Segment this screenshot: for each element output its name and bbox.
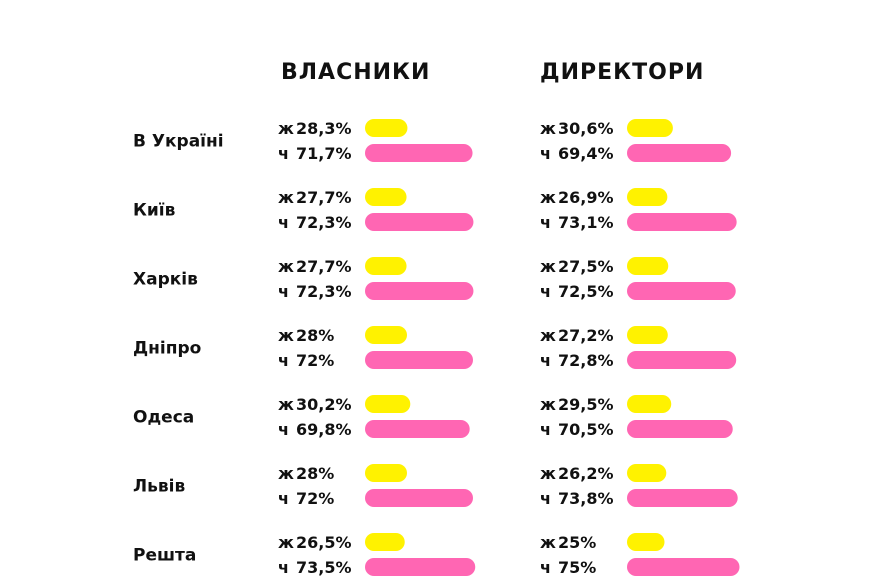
data-label: 27,7% bbox=[296, 257, 352, 276]
data-label: 73,8% bbox=[558, 489, 614, 508]
data-label: 69,4% bbox=[558, 144, 614, 163]
data-label: 72,3% bbox=[296, 282, 352, 301]
bar-owners-women bbox=[365, 395, 411, 413]
data-label: 69,8% bbox=[296, 420, 352, 439]
bar-owners-men bbox=[365, 351, 473, 369]
series-key-label: ж bbox=[540, 188, 556, 207]
bar-owners-men bbox=[365, 558, 476, 576]
bar-directors-women bbox=[627, 533, 665, 551]
series-key-label: ж bbox=[540, 395, 556, 414]
category-label: Решта bbox=[133, 546, 196, 566]
bar-owners-women bbox=[365, 326, 407, 344]
series-key-label: ч bbox=[278, 558, 289, 577]
series-key-label: ч bbox=[540, 351, 551, 370]
data-label: 29,5% bbox=[558, 395, 614, 414]
series-key-label: ж bbox=[278, 395, 294, 414]
bar-directors-men bbox=[627, 351, 737, 369]
data-label: 26,2% bbox=[558, 464, 614, 483]
bar-owners-men bbox=[365, 489, 473, 507]
data-label: 30,2% bbox=[296, 395, 352, 414]
series-key-label: ж bbox=[540, 533, 556, 552]
bar-directors-men bbox=[627, 420, 733, 438]
series-key-label: ж bbox=[278, 188, 294, 207]
bar-directors-men bbox=[627, 213, 737, 231]
category-label: В Україні bbox=[133, 132, 224, 152]
series-key-label: ж bbox=[278, 326, 294, 345]
series-key-label: ч bbox=[278, 351, 289, 370]
bar-owners-men bbox=[365, 282, 474, 300]
series-key-label: ч bbox=[540, 282, 551, 301]
bar-directors-men bbox=[627, 489, 738, 507]
bar-owners-women bbox=[365, 464, 407, 482]
series-key-label: ч bbox=[540, 420, 551, 439]
directors-column-title: ДИРЕКТОРИ bbox=[540, 60, 704, 85]
series-key-label: ж bbox=[278, 257, 294, 276]
data-label: 72,8% bbox=[558, 351, 614, 370]
bar-directors-women bbox=[627, 257, 669, 275]
data-label: 25% bbox=[558, 533, 596, 552]
series-key-label: ж bbox=[278, 533, 294, 552]
data-label: 28% bbox=[296, 326, 334, 345]
data-label: 71,7% bbox=[296, 144, 352, 163]
series-key-label: ч bbox=[278, 282, 289, 301]
series-key-label: ч bbox=[540, 144, 551, 163]
category-label: Одеса bbox=[133, 408, 194, 428]
data-label: 73,5% bbox=[296, 558, 352, 577]
bar-directors-women bbox=[627, 119, 673, 137]
bar-owners-men bbox=[365, 213, 474, 231]
series-key-label: ж bbox=[540, 326, 556, 345]
series-key-label: ж bbox=[278, 464, 294, 483]
category-label: Київ bbox=[133, 201, 176, 221]
series-key-label: ж bbox=[540, 257, 556, 276]
data-label: 27,5% bbox=[558, 257, 614, 276]
category-label: Харків bbox=[133, 270, 198, 290]
series-key-label: ж bbox=[278, 119, 294, 138]
series-key-label: ч bbox=[278, 144, 289, 163]
bar-owners-women bbox=[365, 533, 405, 551]
series-key-label: ч bbox=[540, 489, 551, 508]
bar-directors-women bbox=[627, 395, 672, 413]
bar-directors-women bbox=[627, 464, 667, 482]
data-label: 73,1% bbox=[558, 213, 614, 232]
series-key-label: ж bbox=[540, 119, 556, 138]
data-label: 70,5% bbox=[558, 420, 614, 439]
bar-owners-women bbox=[365, 188, 407, 206]
bar-owners-men bbox=[365, 420, 470, 438]
bar-directors-men bbox=[627, 144, 732, 162]
data-label: 28,3% bbox=[296, 119, 352, 138]
data-label: 27,7% bbox=[296, 188, 352, 207]
data-label: 75% bbox=[558, 558, 596, 577]
data-label: 72,3% bbox=[296, 213, 352, 232]
bar-owners-men bbox=[365, 144, 473, 162]
data-label: 30,6% bbox=[558, 119, 614, 138]
category-label: Дніпро bbox=[133, 339, 201, 359]
data-label: 26,9% bbox=[558, 188, 614, 207]
owners-column-title: ВЛАСНИКИ bbox=[281, 60, 430, 85]
bar-owners-women bbox=[365, 119, 408, 137]
data-label: 28% bbox=[296, 464, 334, 483]
series-key-label: ч bbox=[278, 420, 289, 439]
bar-owners-women bbox=[365, 257, 407, 275]
data-label: 26,5% bbox=[296, 533, 352, 552]
data-label: 72% bbox=[296, 489, 334, 508]
data-label: 27,2% bbox=[558, 326, 614, 345]
series-key-label: ч bbox=[278, 213, 289, 232]
series-key-label: ч bbox=[278, 489, 289, 508]
series-key-label: ч bbox=[540, 213, 551, 232]
category-label: Львів bbox=[133, 477, 185, 497]
data-label: 72% bbox=[296, 351, 334, 370]
data-label: 72,5% bbox=[558, 282, 614, 301]
bar-directors-women bbox=[627, 326, 668, 344]
bar-directors-men bbox=[627, 558, 740, 576]
series-key-label: ж bbox=[540, 464, 556, 483]
bar-directors-men bbox=[627, 282, 736, 300]
series-key-label: ч bbox=[540, 558, 551, 577]
bar-directors-women bbox=[627, 188, 668, 206]
